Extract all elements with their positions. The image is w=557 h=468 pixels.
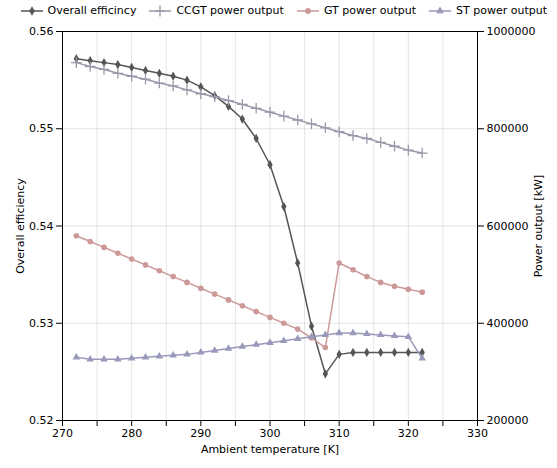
svg-text:310: 310	[329, 427, 350, 440]
svg-text:600000: 600000	[487, 220, 529, 233]
svg-text:200000: 200000	[487, 414, 529, 427]
svg-text:0.56: 0.56	[29, 25, 54, 38]
svg-text:Overall efficiency: Overall efficiency	[14, 178, 27, 274]
svg-text:Power output [kW]: Power output [kW]	[532, 175, 545, 277]
html-text:ST power output: ST power output	[456, 4, 547, 17]
svg-text:0.53: 0.53	[29, 317, 54, 330]
svg-text:270: 270	[52, 427, 73, 440]
svg-text:280: 280	[121, 427, 142, 440]
html-text:CCGT power output: CCGT power output	[176, 4, 284, 17]
svg-text:290: 290	[190, 427, 211, 440]
svg-text:1000000: 1000000	[487, 25, 536, 38]
svg-text:800000: 800000	[487, 122, 529, 135]
svg-text:320: 320	[398, 427, 419, 440]
html-text:GT power output: GT power output	[323, 4, 416, 17]
svg-text:300: 300	[260, 427, 281, 440]
html-text:Overall efficincy: Overall efficincy	[47, 4, 137, 17]
svg-text:Ambient temperature [K]: Ambient temperature [K]	[201, 443, 339, 456]
svg-text:400000: 400000	[487, 317, 529, 330]
svg-text:0.52: 0.52	[29, 414, 54, 427]
svg-text:0.55: 0.55	[29, 122, 54, 135]
svg-text:0.54: 0.54	[29, 220, 54, 233]
svg-text:330: 330	[467, 427, 488, 440]
